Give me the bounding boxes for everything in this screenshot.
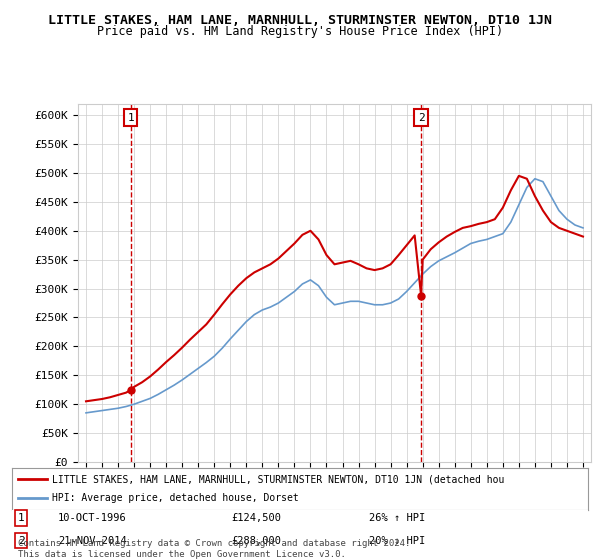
Text: 1: 1 [18, 513, 25, 523]
Text: 2: 2 [418, 113, 424, 123]
Text: 20% ↓ HPI: 20% ↓ HPI [369, 535, 425, 545]
Text: 21-NOV-2014: 21-NOV-2014 [58, 535, 127, 545]
Text: Contains HM Land Registry data © Crown copyright and database right 2024.
This d: Contains HM Land Registry data © Crown c… [18, 539, 410, 559]
Text: 10-OCT-1996: 10-OCT-1996 [58, 513, 127, 523]
Text: 1: 1 [127, 113, 134, 123]
Text: £288,000: £288,000 [231, 535, 281, 545]
Text: £124,500: £124,500 [231, 513, 281, 523]
Text: 2: 2 [18, 535, 25, 545]
Text: LITTLE STAKES, HAM LANE, MARNHULL, STURMINSTER NEWTON, DT10 1JN: LITTLE STAKES, HAM LANE, MARNHULL, STURM… [48, 14, 552, 27]
Text: HPI: Average price, detached house, Dorset: HPI: Average price, detached house, Dors… [52, 493, 299, 503]
Text: LITTLE STAKES, HAM LANE, MARNHULL, STURMINSTER NEWTON, DT10 1JN (detached hou: LITTLE STAKES, HAM LANE, MARNHULL, STURM… [52, 474, 505, 484]
Text: 26% ↑ HPI: 26% ↑ HPI [369, 513, 425, 523]
Text: Price paid vs. HM Land Registry's House Price Index (HPI): Price paid vs. HM Land Registry's House … [97, 25, 503, 38]
